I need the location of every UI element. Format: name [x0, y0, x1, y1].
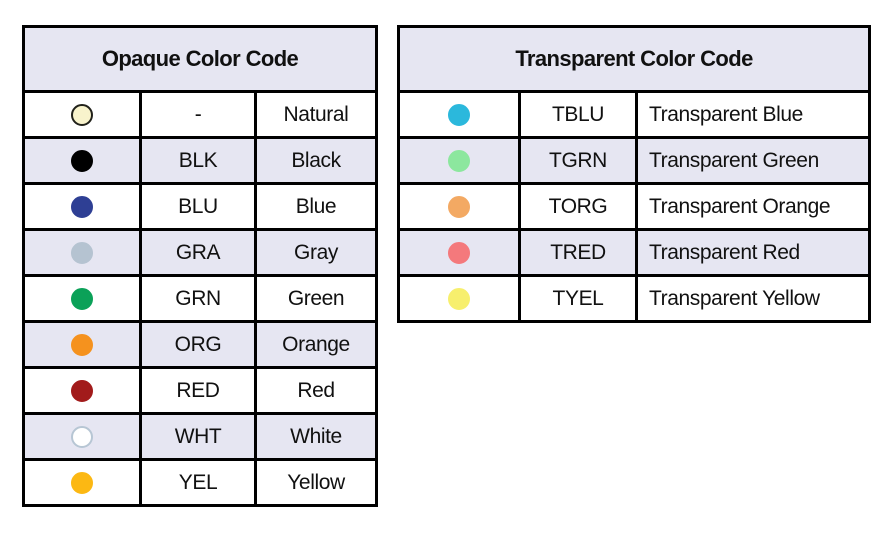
color-swatch-cell — [397, 274, 521, 323]
table-row: - Natural — [22, 90, 379, 139]
color-swatch-cell — [22, 90, 142, 139]
color-code: TRED — [518, 228, 638, 277]
color-code: TBLU — [518, 90, 638, 139]
table-row: TRED Transparent Red — [397, 228, 872, 277]
color-dot — [71, 103, 93, 126]
color-name: Transparent Yellow — [634, 274, 872, 323]
color-code: TORG — [518, 182, 638, 231]
color-name: Yellow — [253, 458, 379, 507]
color-swatch-cell — [397, 228, 521, 277]
table-row: TGRN Transparent Green — [397, 136, 872, 185]
color-dot — [71, 287, 93, 310]
color-name: Green — [253, 274, 379, 323]
color-swatch-cell — [397, 182, 521, 231]
color-name: Orange — [253, 320, 379, 369]
table-row: ORG Orange — [22, 320, 379, 369]
table-row: RED Red — [22, 366, 379, 415]
color-dot — [71, 195, 93, 218]
table-header-row: Opaque Color Code — [21, 25, 379, 93]
color-swatch-cell — [22, 136, 142, 185]
transparent-color-code-table: Transparent Color Code TBLU Transparent … — [396, 25, 872, 323]
color-name: Transparent Blue — [634, 90, 872, 139]
table-row: TYEL Transparent Yellow — [397, 274, 872, 323]
table-row: BLK Black — [22, 136, 379, 185]
color-dot — [448, 149, 470, 172]
color-swatch-cell — [22, 366, 142, 415]
color-swatch-cell — [397, 136, 521, 185]
color-name: Transparent Orange — [634, 182, 872, 231]
color-swatch-cell — [397, 90, 521, 139]
table-row: GRA Gray — [22, 228, 379, 277]
color-code: BLK — [139, 136, 257, 185]
color-dot — [448, 195, 470, 218]
color-dot — [448, 287, 470, 310]
opaque-color-code-table: Opaque Color Code - Natural BLK Black BL… — [21, 25, 379, 507]
color-code: GRN — [139, 274, 257, 323]
color-dot — [448, 241, 470, 264]
color-name: Gray — [253, 228, 379, 277]
color-name: Black — [253, 136, 379, 185]
color-dot — [71, 149, 93, 172]
table-row: WHT White — [22, 412, 379, 461]
table-header-row: Transparent Color Code — [396, 25, 872, 93]
color-dot — [448, 103, 470, 126]
table-title: Opaque Color Code — [21, 25, 379, 93]
table-row: TORG Transparent Orange — [397, 182, 872, 231]
color-code: YEL — [139, 458, 257, 507]
color-swatch-cell — [22, 182, 142, 231]
table-row: GRN Green — [22, 274, 379, 323]
color-name: Natural — [253, 90, 379, 139]
color-dot — [71, 379, 93, 402]
color-name: Transparent Red — [634, 228, 872, 277]
color-swatch-cell — [22, 274, 142, 323]
color-name: Blue — [253, 182, 379, 231]
table-row: YEL Yellow — [22, 458, 379, 507]
table-row: TBLU Transparent Blue — [397, 90, 872, 139]
color-dot — [71, 471, 93, 494]
color-name: Red — [253, 366, 379, 415]
color-code: WHT — [139, 412, 257, 461]
color-swatch-cell — [22, 412, 142, 461]
color-code: BLU — [139, 182, 257, 231]
color-swatch-cell — [22, 228, 142, 277]
color-code: RED — [139, 366, 257, 415]
color-code: GRA — [139, 228, 257, 277]
color-code: - — [139, 90, 257, 139]
color-dot — [71, 333, 93, 356]
color-dot — [71, 425, 93, 448]
color-code: ORG — [139, 320, 257, 369]
color-code: TGRN — [518, 136, 638, 185]
table-row: BLU Blue — [22, 182, 379, 231]
color-swatch-cell — [22, 320, 142, 369]
color-name: Transparent Green — [634, 136, 872, 185]
table-title: Transparent Color Code — [396, 25, 872, 93]
color-name: White — [253, 412, 379, 461]
color-code: TYEL — [518, 274, 638, 323]
color-swatch-cell — [22, 458, 142, 507]
color-dot — [71, 241, 93, 264]
